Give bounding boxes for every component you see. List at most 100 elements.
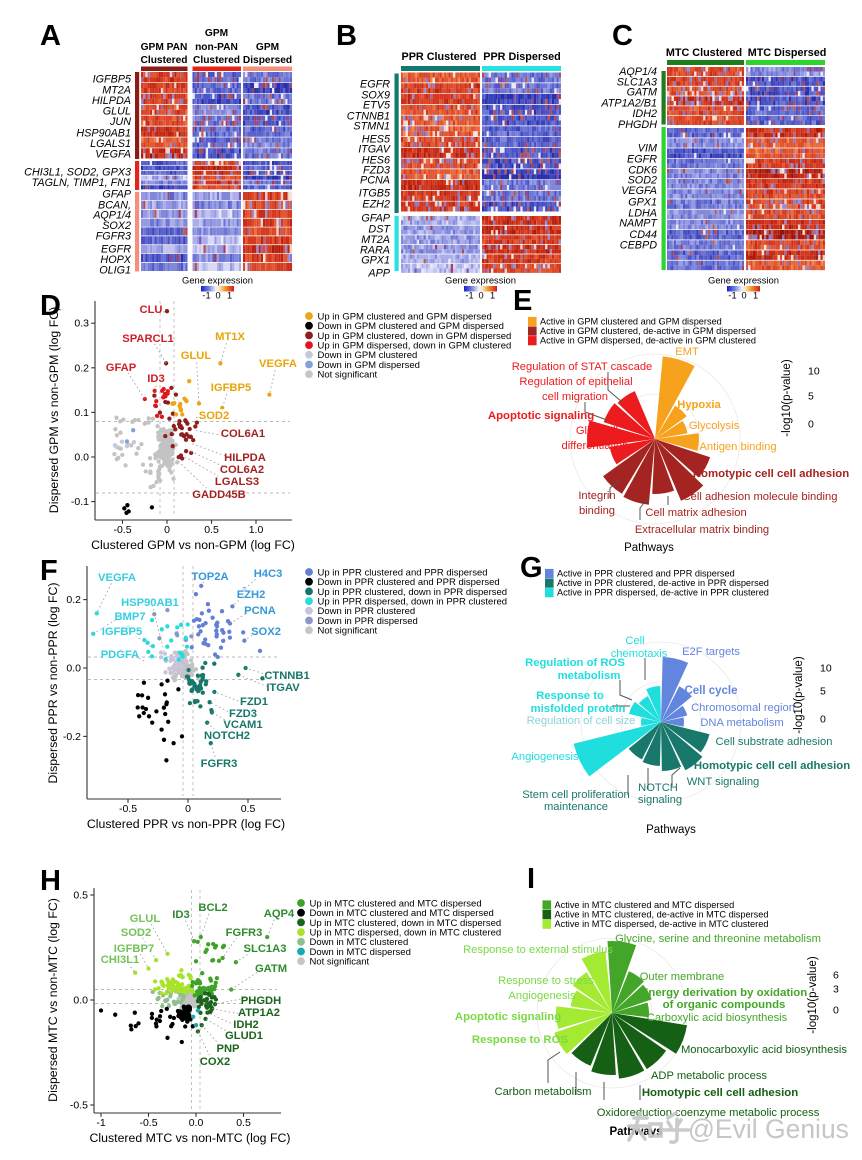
svg-text:Chromosomal region: Chromosomal region	[691, 702, 795, 714]
svg-text:Pathways: Pathways	[624, 542, 674, 554]
svg-text:0.3: 0.3	[74, 318, 89, 330]
svg-text:Homotypic cell cell adhesion: Homotypic cell cell adhesion	[642, 1087, 798, 1099]
svg-text:5: 5	[820, 686, 826, 698]
svg-text:PPR Dispersed: PPR Dispersed	[483, 51, 560, 63]
svg-text:PNP: PNP	[216, 1043, 240, 1055]
svg-text:0: 0	[164, 524, 170, 536]
svg-text:0.1: 0.1	[74, 407, 89, 419]
svg-text:FGFR3: FGFR3	[226, 927, 263, 939]
svg-text:Angiogenesis: Angiogenesis	[508, 990, 576, 1002]
svg-text:E: E	[513, 285, 532, 317]
svg-text:0.5: 0.5	[204, 524, 219, 536]
svg-text:Clustered: Clustered	[141, 55, 188, 66]
svg-text:-0.5: -0.5	[70, 1100, 88, 1112]
svg-text:LDHA: LDHA	[628, 208, 657, 220]
svg-text:0.0: 0.0	[66, 663, 81, 675]
svg-text:ITGAV: ITGAV	[358, 144, 392, 156]
svg-text:3: 3	[833, 984, 839, 996]
svg-text:MT1X: MT1X	[215, 331, 245, 343]
svg-text:HILPDA: HILPDA	[92, 95, 131, 107]
svg-text:misfolded protein: misfolded protein	[531, 703, 626, 715]
svg-text:FZD3: FZD3	[363, 165, 390, 177]
svg-text:GFAP: GFAP	[102, 189, 131, 201]
svg-text:Response to: Response to	[536, 690, 604, 702]
svg-text:6: 6	[833, 970, 839, 982]
svg-text:Hypoxia: Hypoxia	[677, 399, 721, 411]
svg-text:-1: -1	[728, 291, 736, 301]
svg-text:Active in GPM dispersed, de-ac: Active in GPM dispersed, de-active in GP…	[540, 336, 756, 346]
svg-text:-0.5: -0.5	[139, 1117, 157, 1129]
svg-text:Glial cell: Glial cell	[576, 425, 618, 437]
svg-text:0.5: 0.5	[73, 890, 88, 902]
svg-text:signaling: signaling	[638, 794, 682, 806]
svg-text:B: B	[336, 20, 357, 52]
svg-text:EGFR: EGFR	[360, 79, 390, 91]
svg-text:SOX9: SOX9	[361, 90, 390, 102]
svg-text:-1: -1	[202, 291, 210, 301]
svg-text:ITGAV: ITGAV	[266, 682, 300, 694]
svg-text:CHI3L1, SOD2, GPX3: CHI3L1, SOD2, GPX3	[24, 167, 131, 179]
svg-text:Pathways: Pathways	[646, 824, 696, 836]
svg-text:Cell matrix adhesion: Cell matrix adhesion	[645, 507, 746, 519]
svg-text:BCAN,: BCAN,	[98, 200, 131, 212]
svg-text:FZD1: FZD1	[240, 696, 268, 708]
svg-text:Integrin: Integrin	[578, 490, 615, 502]
svg-text:Carboxylic acid biosynthesis: Carboxylic acid biosynthesis	[647, 1012, 788, 1024]
svg-text:SOD2: SOD2	[628, 175, 657, 187]
svg-text:NAMPT: NAMPT	[619, 218, 658, 230]
svg-text:Response to stress: Response to stress	[498, 975, 594, 987]
svg-text:-0.1: -0.1	[71, 496, 89, 508]
svg-text:Cell: Cell	[625, 635, 644, 647]
svg-text:GLUL: GLUL	[103, 106, 131, 118]
svg-text:COL6A2: COL6A2	[220, 464, 264, 476]
svg-text:Regulation of STAT cascade: Regulation of STAT cascade	[512, 361, 653, 373]
svg-text:Active in MTC clustered, de-ac: Active in MTC clustered, de-active in MT…	[555, 910, 769, 920]
svg-text:HILPDA: HILPDA	[224, 452, 266, 464]
svg-text:CTNNB1: CTNNB1	[347, 111, 390, 123]
svg-text:Carbon metabolism: Carbon metabolism	[494, 1086, 591, 1098]
svg-text:PHGDH: PHGDH	[618, 119, 657, 131]
svg-text:Regulation of cell size: Regulation of cell size	[527, 715, 636, 727]
svg-text:MT2A: MT2A	[102, 85, 131, 97]
svg-text:HSP90AB1: HSP90AB1	[76, 128, 131, 140]
svg-text:EGFR: EGFR	[627, 154, 657, 166]
svg-text:Outer membrane: Outer membrane	[640, 971, 725, 983]
svg-text:metabolism: metabolism	[558, 670, 621, 682]
svg-text:Monocarboxylic acid biosynthes: Monocarboxylic acid biosynthesis	[681, 1044, 847, 1056]
svg-text:F: F	[40, 555, 58, 587]
svg-text:Active in GPM clustered and GP: Active in GPM clustered and GPM disperse…	[540, 317, 722, 327]
svg-text:GLUL: GLUL	[181, 350, 212, 362]
svg-text:Down in MTC clustered and MTC: Down in MTC clustered and MTC dispersed	[310, 908, 494, 919]
svg-text:Up in GPM clustered, down in G: Up in GPM clustered, down in GPM dispers…	[318, 331, 512, 342]
svg-text:Gene expression: Gene expression	[445, 275, 516, 286]
svg-text:FZD3: FZD3	[229, 708, 257, 720]
svg-text:10: 10	[808, 366, 820, 378]
svg-text:VEGFA: VEGFA	[95, 149, 131, 161]
svg-text:-1: -1	[465, 291, 473, 301]
svg-text:0: 0	[478, 291, 483, 301]
svg-text:EGFR: EGFR	[101, 244, 131, 256]
svg-text:Response to ROS: Response to ROS	[472, 1034, 569, 1046]
svg-text:NOTCH2: NOTCH2	[204, 730, 250, 742]
svg-text:VCAM1: VCAM1	[223, 719, 262, 731]
svg-text:AQP1/4: AQP1/4	[92, 210, 131, 222]
svg-text:Glycine, serine and threonine: Glycine, serine and threonine metabolism	[615, 933, 821, 945]
svg-text:of organic compounds: of organic compounds	[663, 999, 786, 1011]
svg-text:SOD2: SOD2	[199, 410, 229, 422]
svg-text:GPX1: GPX1	[628, 197, 657, 209]
svg-text:EMT: EMT	[675, 346, 699, 358]
svg-text:Dispersed MTC vs non-MTC (log: Dispersed MTC vs non-MTC (log FC)	[46, 898, 60, 1102]
svg-text:Up in PPR dispersed, down in P: Up in PPR dispersed, down in PPR cluster…	[318, 597, 508, 608]
svg-text:Apoptotic signaling: Apoptotic signaling	[455, 1011, 561, 1023]
svg-text:GPM PAN: GPM PAN	[141, 42, 188, 53]
svg-text:Up in PPR clustered and PPR di: Up in PPR clustered and PPR dispersed	[318, 567, 488, 578]
svg-text:Regulation of ROS: Regulation of ROS	[525, 657, 625, 669]
svg-text:0.2: 0.2	[66, 594, 81, 606]
svg-text:GPM: GPM	[256, 42, 279, 53]
svg-text:Gene expression: Gene expression	[182, 275, 253, 286]
svg-text:0: 0	[741, 291, 746, 301]
svg-text:PPR Clustered: PPR Clustered	[402, 51, 477, 63]
svg-text:SOX2: SOX2	[102, 220, 131, 232]
svg-text:NOTCH: NOTCH	[638, 782, 678, 794]
svg-text:Energy derivation by oxidation: Energy derivation by oxidation	[641, 987, 808, 999]
